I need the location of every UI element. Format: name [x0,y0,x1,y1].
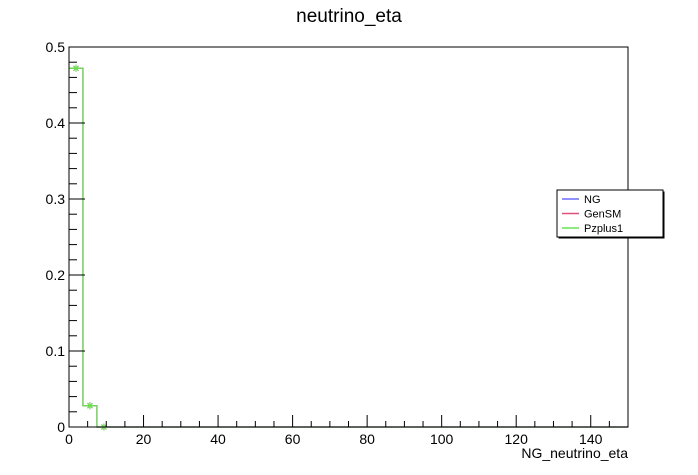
legend-entry-NG: NG [584,194,601,206]
series-line-Pzplus1 [69,67,628,428]
data-point-Pzplus1 [72,64,80,72]
series-line-NG [69,67,628,428]
x-tick-label: 100 [430,431,454,447]
y-tick-label: 0 [57,419,65,435]
legend: NG GenSM Pzplus1 [556,189,665,239]
x-tick-label: 80 [359,431,375,447]
x-tick-label: 120 [505,431,529,447]
legend-entry-Pzplus1: Pzplus1 [584,223,623,235]
x-tick-label: 40 [210,431,226,447]
x-tick-label: 0 [65,431,73,447]
x-axis-label: NG_neutrino_eta [521,445,628,461]
y-tick-label: 0.1 [46,343,66,359]
y-tick-label: 0.4 [46,115,66,131]
plot-area [69,64,628,431]
x-tick-label: 140 [579,431,603,447]
legend-box [556,189,664,238]
data-point-Pzplus1 [86,402,94,410]
x-tick-label: 60 [285,431,301,447]
series-line-GenSM [69,67,628,428]
y-tick-label: 0.2 [46,267,66,283]
plot-frame [68,46,629,428]
x-tick-label: 20 [136,431,152,447]
legend-entry-GenSM: GenSM [584,209,621,221]
y-tick-label: 0.5 [46,39,66,55]
chart-title: neutrino_eta [296,6,402,27]
axes: 0 20 40 60 80 100 120 140 0 0.1 0.2 0.3 0.4 0.5 [46,39,629,447]
y-tick-label: 0.3 [46,191,66,207]
